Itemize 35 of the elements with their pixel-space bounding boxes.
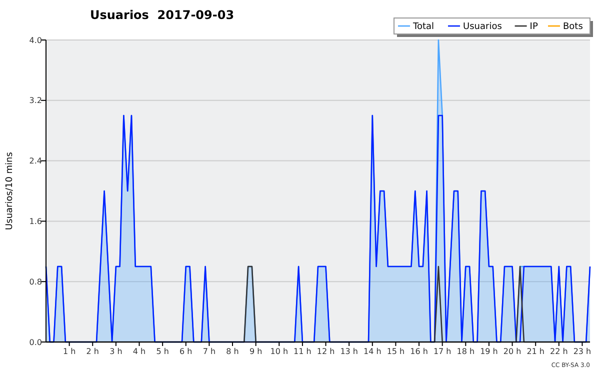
x-tick-label: 9 h: [249, 347, 262, 356]
x-tick-label: 15 h: [386, 347, 405, 356]
chart-title: Usuarios 2017-09-03: [90, 8, 234, 22]
x-tick-label: 3 h: [110, 347, 122, 356]
x-tick-label: 6 h: [180, 347, 192, 356]
x-tick-label: 13 h: [340, 347, 358, 356]
y-axis-title: Usuarios/10 mins: [5, 152, 15, 230]
y-tick-label: 0.0: [29, 338, 42, 347]
x-tick-label: 4 h: [132, 347, 146, 356]
x-tick-label: 19 h: [480, 347, 498, 356]
x-tick-label: 22 h: [550, 347, 568, 356]
legend-label: Total: [412, 22, 434, 32]
y-tick-label: 0.8: [29, 277, 42, 286]
x-tick-label: 16 h: [410, 347, 428, 356]
legend-label: Bots: [563, 22, 584, 32]
y-tick-label: 2.4: [29, 156, 42, 166]
x-tick-label: 23 h: [573, 347, 592, 356]
x-tick-label: 17 h: [433, 347, 452, 356]
legend-label: IP: [530, 22, 538, 32]
y-tick-label: 1.6: [29, 217, 42, 226]
y-tick-label: 3.2: [29, 96, 42, 106]
x-tick-label: 11 h: [294, 347, 312, 356]
x-tick-label: 14 h: [364, 347, 382, 356]
x-tick-label: 21 h: [526, 347, 544, 356]
x-tick-label: 12 h: [316, 347, 335, 356]
x-tick-label: 5 h: [156, 347, 169, 356]
x-tick-label: 10 h: [270, 347, 288, 356]
x-tick-label: 18 h: [456, 347, 475, 356]
x-tick-label: 1 h: [62, 347, 76, 356]
x-tick-label: 20 h: [503, 347, 522, 356]
y-tick-label: 4.0: [29, 36, 42, 45]
x-tick-label: 8 h: [226, 347, 239, 356]
x-tick-label: 7 h: [202, 347, 216, 356]
x-tick-label: 2 h: [86, 347, 99, 356]
legend-label: Usuarios: [463, 22, 502, 32]
